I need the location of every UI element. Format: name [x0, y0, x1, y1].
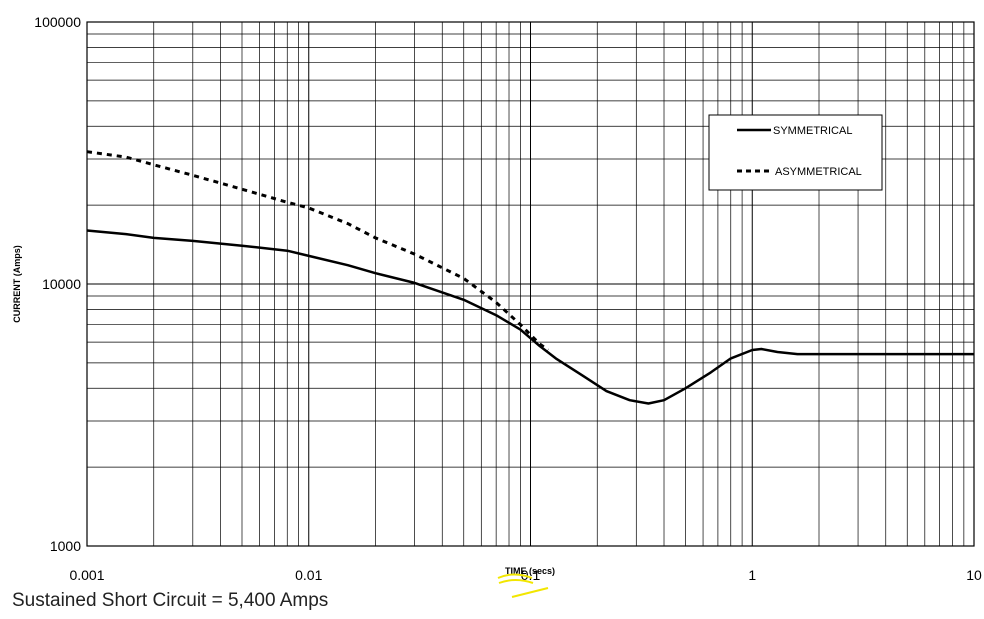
y-tick-label: 100000: [34, 14, 81, 30]
plot-border: [86, 21, 975, 547]
x-tick-label: 1: [748, 567, 756, 583]
y-tick-label: 1000: [50, 538, 81, 554]
x-tick-label: 0.1: [521, 567, 541, 583]
x-tick-labels: 0.001 0.01 0.1 1 10: [69, 567, 982, 583]
series-line-symmetrical: [86, 229, 974, 405]
x-tick-label: 0.001: [69, 567, 104, 583]
legend-label-symmetrical: SYMMETRICAL: [773, 125, 852, 137]
sustained-short-circuit-note: Sustained Short Circuit = 5,400 Amps: [12, 590, 329, 611]
x-axis-title: TIME (secs): [505, 566, 555, 576]
y-tick-label: 10000: [42, 276, 81, 292]
legend: SYMMETRICAL ASYMMETRICAL: [708, 114, 883, 191]
x-tick-label: 10: [966, 567, 982, 583]
yellow-loop-mark: [497, 573, 549, 598]
x-tick-label: 0.01: [295, 567, 322, 583]
series-line-asymmetrical: [86, 150, 549, 352]
y-tick-labels: 1000 10000 100000: [34, 14, 81, 554]
legend-label-asymmetrical: ASYMMETRICAL: [775, 166, 862, 178]
y-axis-title: CURRENT (Amps): [12, 245, 22, 323]
legend-box: [708, 114, 883, 191]
series-layer: [86, 150, 974, 405]
